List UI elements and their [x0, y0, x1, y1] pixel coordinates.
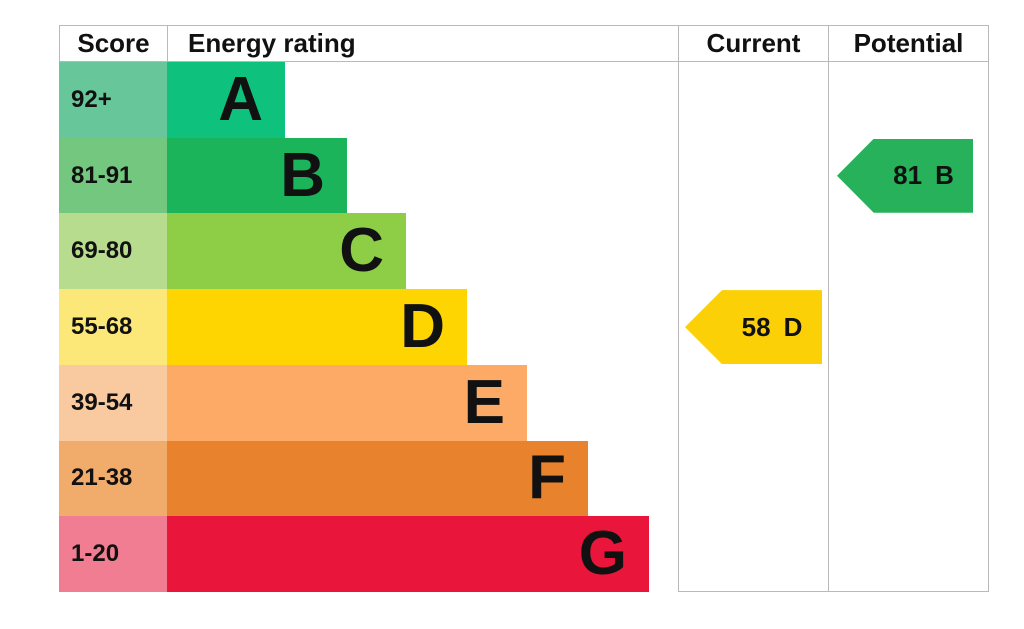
band-score-range: 1-20: [59, 516, 167, 592]
table-bottom-border: [678, 591, 989, 592]
band-row-a: 92+ A: [0, 62, 1024, 138]
table-right-border: [988, 61, 989, 592]
current-score-value: 58: [741, 311, 771, 342]
band-bar-b: B: [167, 137, 347, 214]
potential-score-value: 81: [893, 160, 923, 191]
band-letter: E: [463, 367, 505, 437]
band-row-c: 69-80 C: [0, 213, 1024, 290]
band-bar-c: C: [167, 213, 406, 290]
header-potential: Potential: [828, 25, 989, 62]
band-score-range: 55-68: [59, 289, 167, 365]
column-divider-current-potential: [828, 61, 829, 592]
band-bar-d: D: [167, 289, 467, 365]
potential-rating-letter: B: [935, 160, 954, 191]
band-score-range: 92+: [59, 62, 167, 138]
band-score-range: 81-91: [59, 137, 167, 214]
band-letter: A: [218, 64, 263, 134]
header-score: Score: [59, 25, 168, 62]
band-bar-f: F: [167, 440, 588, 517]
header-energy-rating: Energy rating: [167, 25, 679, 62]
band-bar-a: A: [167, 62, 285, 138]
band-bar-g: G: [167, 516, 649, 592]
band-letter: F: [528, 443, 566, 513]
band-letter: D: [400, 291, 445, 361]
band-row-e: 39-54 E: [0, 364, 1024, 441]
band-letter: B: [280, 140, 325, 210]
column-divider-energy-current: [678, 61, 679, 592]
band-bar-e: E: [167, 364, 527, 441]
band-letter: G: [578, 519, 627, 589]
band-row-f: 21-38 F: [0, 440, 1024, 517]
band-row-g: 1-20 G: [0, 516, 1024, 592]
header-current: Current: [678, 25, 829, 62]
band-row-b: 81-91 B: [0, 137, 1024, 214]
band-score-range: 69-80: [59, 213, 167, 290]
band-letter: C: [339, 216, 384, 286]
current-rating-letter: D: [783, 311, 803, 342]
band-score-range: 21-38: [59, 440, 167, 517]
band-row-d: 55-68 D: [0, 289, 1024, 365]
band-score-range: 39-54: [59, 364, 167, 441]
